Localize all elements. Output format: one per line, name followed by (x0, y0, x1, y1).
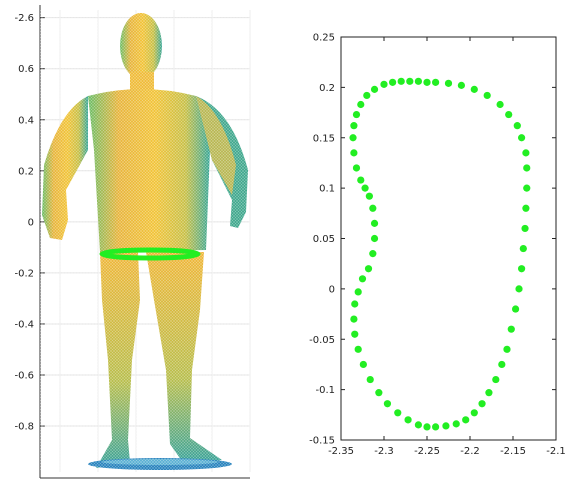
cross-section-point (414, 77, 422, 85)
cross-section-point (361, 184, 369, 192)
cross-section-point (375, 389, 383, 397)
cross-section-point (507, 325, 515, 333)
cross-section-point (352, 110, 361, 119)
right-y-tick-label: -0.1 (315, 385, 335, 396)
cross-section-point (351, 300, 359, 308)
cross-section-point (350, 149, 358, 157)
cross-section-point (505, 110, 513, 119)
cross-section-point (414, 421, 422, 429)
left-y-tick-label: -0.8 (14, 422, 34, 433)
cross-section-point (521, 224, 529, 233)
cross-section-point (522, 204, 530, 212)
cross-section-point (503, 345, 511, 353)
right-x-tick-label: -2.15 (500, 446, 526, 457)
cross-section-point (394, 409, 402, 417)
right-y-tick-label: 0 (329, 284, 335, 295)
cross-section-point (380, 80, 388, 88)
cross-section-point (462, 416, 470, 424)
right-x-tick-label: -2.1 (546, 446, 566, 457)
cross-section-point (432, 423, 440, 431)
cross-section-point (404, 416, 412, 424)
cross-section-point (359, 360, 367, 369)
cross-section-point (518, 134, 526, 142)
cross-section-panel: 0.25 0.2 0.15 0.1 0.05 0 -0.05 -0.1 -0.15-2.35 -2… (309, 33, 566, 458)
cross-section-point (352, 164, 361, 172)
cross-section-point (444, 79, 453, 87)
right-y-tick-label: 0.1 (319, 184, 335, 195)
cross-section-point (452, 420, 460, 428)
right-x-tick-label: -2.3 (374, 446, 394, 457)
right-y-tick-label: 0.05 (313, 234, 335, 245)
cross-section-point (406, 77, 414, 85)
cross-section-point (370, 219, 379, 227)
cross-section-point (370, 234, 379, 243)
cross-section-point (519, 244, 527, 253)
left-y-tick-label: 0.2 (18, 166, 34, 177)
left-y-tick-label: 0 (28, 217, 34, 228)
cross-section-point (354, 288, 362, 296)
right-axis-ticks: 0.25 0.2 0.15 0.1 0.05 0 -0.05 -0.1 -0.15-2.35 -2… (309, 33, 566, 458)
cross-section-point (369, 250, 377, 258)
cross-section-point (523, 164, 531, 172)
body-point-cloud (40, 10, 250, 472)
cross-section-point (518, 265, 526, 273)
cross-section-point (498, 360, 506, 369)
cross-section-point (423, 78, 431, 86)
cross-section-point (370, 85, 379, 93)
cross-section-point (522, 149, 530, 157)
right-x-tick-label: -2.35 (328, 446, 354, 457)
left-y-tick-label: -2.6 (14, 13, 34, 24)
cross-section-point (383, 400, 392, 408)
cross-section-point (470, 85, 478, 93)
cross-section-point (513, 122, 521, 130)
cross-section-point (369, 204, 377, 212)
cross-section-point (364, 265, 373, 273)
cross-section-point (397, 77, 405, 85)
cross-section-point (358, 275, 367, 283)
body-mesh-overlay (40, 10, 250, 472)
cross-section-point (442, 422, 450, 430)
left-y-tick-label: 0.6 (18, 64, 34, 75)
cross-section-point (515, 285, 523, 293)
cross-section-point (470, 409, 478, 417)
cross-section-point (496, 100, 504, 109)
right-y-tick-label: 0.2 (319, 83, 335, 94)
cross-section-point (457, 81, 465, 89)
cross-section-point (432, 78, 440, 86)
right-x-tick-label: -2.25 (414, 446, 440, 457)
cross-section-point (423, 423, 431, 431)
waist-band (99, 247, 201, 261)
cross-section-point (357, 100, 365, 109)
cross-section-point (478, 400, 486, 408)
left-y-tick-label: -0.4 (14, 319, 34, 330)
right-y-tick-label: -0.15 (309, 436, 335, 447)
cross-section-point (350, 122, 358, 130)
cross-section-point (511, 305, 520, 313)
cross-section-point (357, 176, 365, 184)
cross-section-point (492, 375, 500, 384)
cross-section-point (365, 192, 373, 200)
left-y-tick-label: -0.6 (14, 371, 34, 382)
right-x-tick-label: -2.2 (460, 446, 480, 457)
cross-section-point (485, 389, 493, 397)
right-y-tick-label: 0.15 (313, 133, 335, 144)
left-y-tick-label: 0.4 (18, 115, 34, 126)
body-panel: -2.6 0.6 0.4 0.2 0 -0.2 -0.4 -0.6 -0.8 (14, 5, 251, 479)
cross-section-point (389, 78, 397, 86)
cross-section-point (351, 330, 359, 338)
cross-section-points (349, 77, 531, 431)
cross-section-point (354, 345, 362, 353)
cross-section-point (483, 91, 491, 100)
cross-section-point (523, 184, 531, 192)
cross-section-point (363, 91, 371, 100)
cross-section-point (366, 375, 374, 384)
right-y-tick-label: 0.25 (313, 33, 335, 44)
cross-section-point (350, 315, 358, 323)
cross-section-point (349, 134, 357, 142)
right-y-tick-label: -0.05 (309, 335, 335, 346)
left-y-tick-label: -0.2 (14, 268, 34, 279)
